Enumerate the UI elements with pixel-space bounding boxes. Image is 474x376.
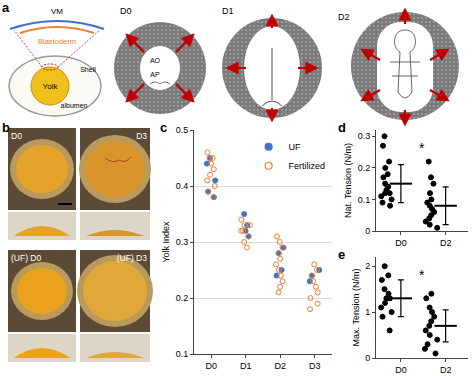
svg-text:AO: AO — [150, 57, 161, 64]
svg-text:UF: UF — [289, 142, 301, 152]
html-text:a: a — [2, 0, 10, 15]
svg-text:D1: D1 — [222, 6, 234, 16]
svg-text:D0: D0 — [205, 361, 217, 371]
svg-text:0.3: 0.3 — [176, 237, 189, 247]
svg-text:D3: D3 — [309, 361, 321, 371]
svg-text:0.1: 0.1 — [358, 195, 371, 205]
svg-text:D1: D1 — [240, 361, 252, 371]
svg-text:VM: VM — [51, 7, 63, 16]
svg-text:0.2: 0.2 — [176, 293, 189, 303]
svg-text:0.3: 0.3 — [358, 131, 371, 141]
html-text:d: d — [338, 120, 346, 135]
svg-text:Fertilized: Fertilized — [289, 161, 326, 171]
svg-text:(UF) D3: (UF) D3 — [117, 253, 147, 263]
svg-text:Yolk: Yolk — [43, 82, 59, 91]
html-text:b: b — [2, 120, 10, 135]
svg-text:Blastoderm: Blastoderm — [38, 37, 76, 46]
svg-text:Nat. Tension (N/m): Nat. Tension (N/m) — [343, 143, 353, 218]
svg-text:D2: D2 — [274, 361, 286, 371]
svg-text:D0: D0 — [120, 6, 132, 16]
svg-text:albumen: albumen — [61, 102, 88, 109]
svg-text:D0: D0 — [11, 131, 22, 141]
html-text:e: e — [338, 247, 346, 262]
svg-text:D0: D0 — [395, 238, 407, 248]
svg-text:D2: D2 — [440, 365, 452, 375]
svg-text:AP: AP — [150, 71, 160, 78]
svg-text:*: * — [419, 267, 425, 283]
svg-text:0.1: 0.1 — [176, 349, 189, 359]
svg-text:0: 0 — [365, 226, 370, 236]
svg-text:0.4: 0.4 — [176, 181, 189, 191]
svg-text:*: * — [419, 140, 425, 156]
svg-text:1: 1 — [365, 307, 370, 317]
svg-text:0.5: 0.5 — [176, 125, 189, 135]
svg-text:D2: D2 — [338, 12, 350, 22]
svg-text:2: 2 — [365, 261, 370, 271]
svg-text:(UF) D0: (UF) D0 — [11, 253, 41, 263]
svg-text:Max. Tension (N/m): Max. Tension (N/m) — [351, 269, 361, 347]
svg-text:Yolk Index: Yolk Index — [161, 221, 171, 263]
svg-text:Shell: Shell — [80, 66, 96, 73]
html-text:c: c — [160, 120, 168, 135]
svg-text:D0: D0 — [395, 365, 407, 375]
svg-text:0.2: 0.2 — [358, 163, 371, 173]
svg-text:D3: D3 — [136, 131, 147, 141]
svg-text:0: 0 — [365, 353, 370, 363]
svg-text:D2: D2 — [440, 238, 452, 248]
